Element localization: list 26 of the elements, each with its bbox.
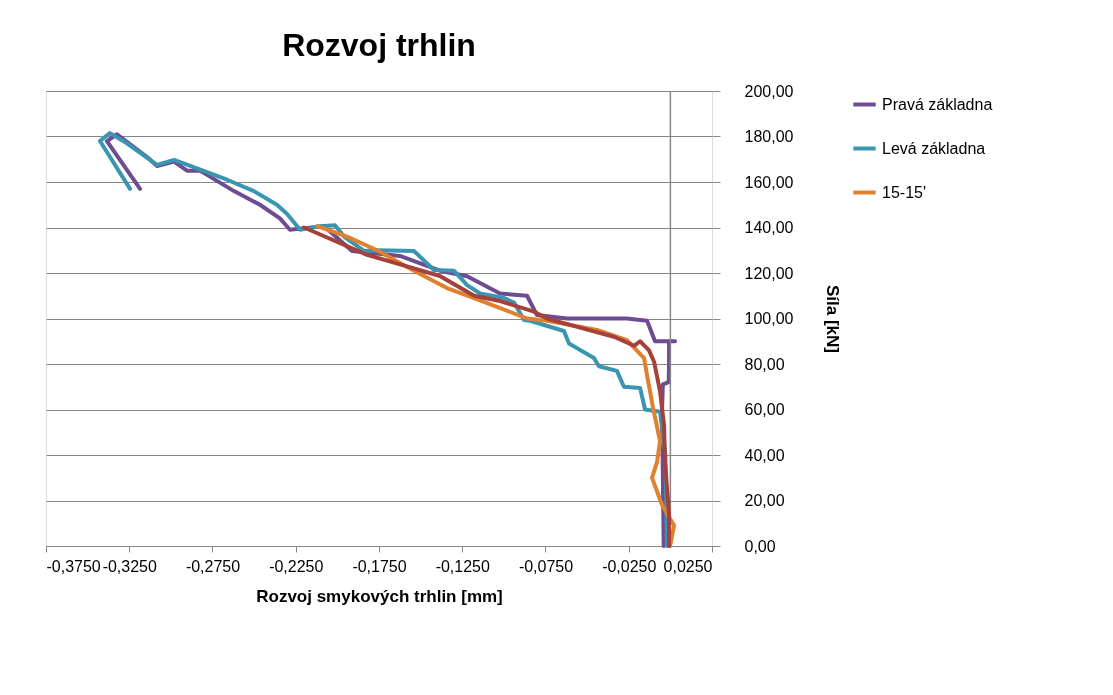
y-tick-label: 80,00 (744, 355, 785, 373)
x-tick-label: -0,2250 (269, 557, 324, 575)
x-tick-label: 0,0250 (663, 557, 713, 575)
y-tick-label: 160,00 (744, 173, 794, 191)
y-tick-label: 120,00 (744, 264, 794, 282)
y-tick-label: 100,00 (744, 310, 794, 327)
legend-label: Pravá základna (882, 95, 993, 113)
x-tick-label: -0,0250 (602, 557, 657, 575)
legend-label: 15-15' (882, 183, 926, 201)
y-axis-title: Síla [kN] (823, 284, 843, 354)
x-tick-label: -0,3250 (102, 557, 157, 575)
y-tick-label: 40,00 (744, 446, 785, 464)
chart-title: Rozvoj trhlin (282, 27, 476, 63)
legend-label: Levá základna (882, 139, 986, 157)
x-tick-label: -0,1750 (352, 557, 407, 575)
x-tick-label: -0,0750 (518, 557, 574, 575)
y-tick-label: 180,00 (744, 128, 794, 145)
y-tick-label: 140,00 (744, 219, 794, 236)
x-tick-label: -0,1250 (435, 557, 490, 575)
x-axis-title: Rozvoj smykových trhlin [mm] (256, 586, 503, 606)
y-tick-label: 200,00 (744, 82, 794, 100)
x-tick-label: -0,3750 (46, 557, 101, 575)
y-tick-label: 60,00 (744, 401, 785, 418)
y-tick-label: 0,00 (744, 537, 776, 555)
x-tick-label: -0,2750 (185, 557, 241, 575)
y-tick-label: 20,00 (744, 492, 785, 509)
